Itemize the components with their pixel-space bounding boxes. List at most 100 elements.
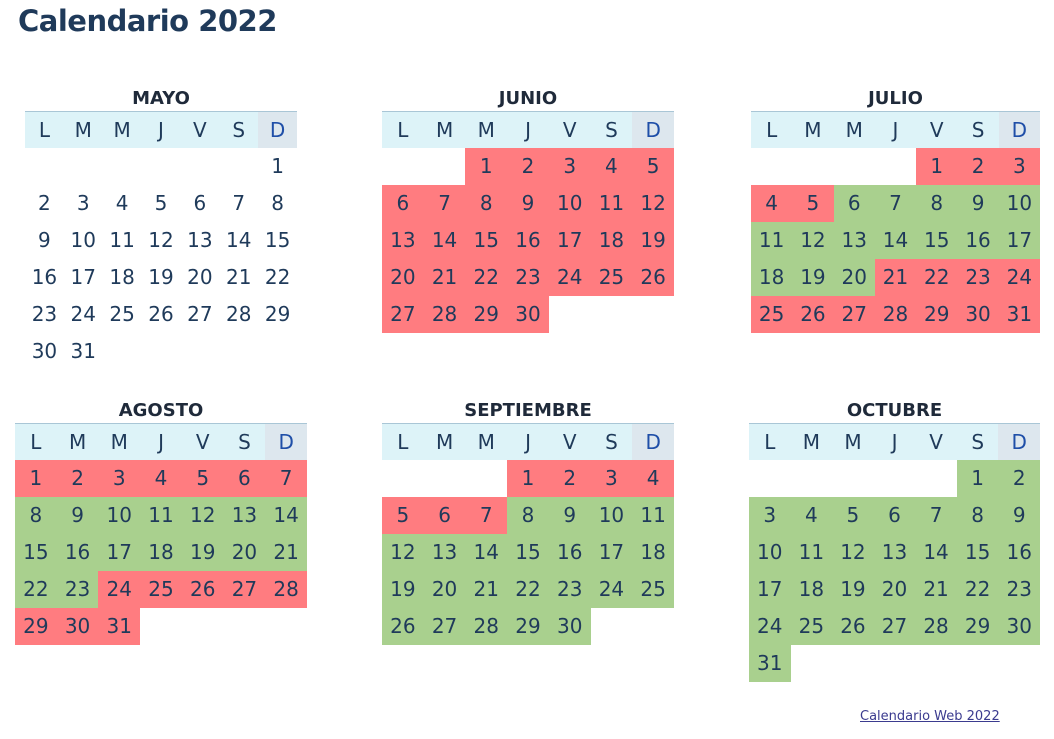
day-cell: 16 bbox=[957, 222, 999, 259]
day-cell: 18 bbox=[590, 222, 633, 259]
day-cell: 12 bbox=[148, 228, 174, 252]
day-cell: 7 bbox=[423, 185, 466, 222]
day-grid: 1 2 3 4 5 6 7 8 9 10 11 12 13 14 15 16 17 18 19 20 21 22 23 24 2… bbox=[751, 148, 1040, 333]
weekday-label: V bbox=[193, 118, 207, 142]
weekday-label: L bbox=[397, 430, 409, 454]
day-cell: 4 bbox=[115, 191, 129, 215]
day-cell: 15 bbox=[465, 222, 508, 259]
weekday-label: M bbox=[435, 430, 454, 454]
day-cell: 30 bbox=[957, 296, 999, 333]
day-cell: 27 bbox=[423, 608, 466, 645]
day-cell: 31 bbox=[749, 645, 791, 682]
day-cell: 16 bbox=[56, 534, 99, 571]
day-cell: 9 bbox=[548, 497, 591, 534]
month-name: JUNIO bbox=[498, 88, 558, 109]
weekday-label: M bbox=[113, 118, 131, 142]
day-cell: 14 bbox=[225, 228, 252, 252]
day-cell: 3 bbox=[98, 460, 141, 497]
day-cell: 22 bbox=[507, 571, 549, 608]
day-cell: 5 bbox=[632, 148, 674, 185]
day-cell: 16 bbox=[31, 265, 58, 289]
day-cell: 26 bbox=[148, 302, 174, 326]
footer-link[interactable]: Calendario Web 2022 bbox=[860, 709, 1000, 724]
day-cell: 6 bbox=[223, 460, 266, 497]
day-cell: 15 bbox=[264, 228, 291, 252]
day-cell: 15 bbox=[507, 534, 549, 571]
day-cell: 11 bbox=[632, 497, 674, 534]
day-cell: 1 bbox=[465, 148, 508, 185]
day-cell: 21 bbox=[423, 259, 466, 296]
weekday-label: M bbox=[804, 118, 822, 142]
empty-cell bbox=[64, 148, 103, 185]
day-cell: 14 bbox=[874, 222, 917, 259]
day-cell: 13 bbox=[423, 534, 466, 571]
day-cell: 9 bbox=[957, 185, 999, 222]
day-cell: 10 bbox=[548, 185, 591, 222]
day-cell: 15 bbox=[916, 222, 958, 259]
day-cell: 18 bbox=[751, 259, 793, 296]
weekday-label: S bbox=[605, 118, 618, 142]
day-cell: 17 bbox=[590, 534, 633, 571]
empty-cell bbox=[180, 148, 219, 185]
day-cell: 8 bbox=[15, 497, 57, 534]
weekday-label: D bbox=[998, 112, 1040, 148]
day-cell: 8 bbox=[916, 185, 958, 222]
empty-cell bbox=[382, 460, 424, 497]
day-cell: 14 bbox=[465, 534, 508, 571]
day-cell: 28 bbox=[465, 608, 508, 645]
day-cell: 7 bbox=[915, 497, 957, 534]
day-cell: 9 bbox=[38, 228, 51, 252]
day-cell: 21 bbox=[265, 534, 307, 571]
weekday-label: J bbox=[525, 430, 531, 454]
empty-cell bbox=[424, 460, 466, 497]
day-cell: 20 bbox=[423, 571, 466, 608]
day-cell: 29 bbox=[465, 296, 508, 333]
empty-cell bbox=[791, 460, 833, 497]
day-cell: 18 bbox=[109, 265, 135, 289]
empty-cell bbox=[834, 148, 875, 185]
month-september: SEPTIEMBRE L M M J V S D 1 2 3 4 5 6 7 8 9 10 11 12 13 14 15 16… bbox=[382, 399, 675, 645]
weekday-label: S bbox=[232, 118, 246, 142]
day-cell: 12 bbox=[181, 497, 224, 534]
weekday-label: M bbox=[844, 430, 862, 454]
weekday-label: S bbox=[971, 118, 985, 142]
day-cell: 25 bbox=[790, 608, 833, 645]
empty-cell bbox=[875, 148, 916, 185]
day-cell: 9 bbox=[507, 185, 549, 222]
day-cell: 4 bbox=[140, 460, 182, 497]
weekday-label: S bbox=[238, 430, 251, 454]
empty-cell bbox=[142, 148, 181, 185]
empty-cell bbox=[382, 148, 424, 185]
day-cell: 5 bbox=[792, 185, 834, 222]
empty-cell bbox=[103, 148, 142, 185]
day-cell: 30 bbox=[507, 296, 549, 333]
day-cell: 27 bbox=[187, 302, 213, 326]
day-cell: 21 bbox=[465, 571, 508, 608]
day-cell: 10 bbox=[590, 497, 633, 534]
day-cell: 16 bbox=[998, 534, 1040, 571]
month-name: JULIO bbox=[868, 88, 923, 109]
weekday-label: V bbox=[562, 430, 577, 454]
month-july: JULIO L M M J V S D 1 2 3 4 5 6 7 8 9 10 11 12 13 14 15 16 17 18 1… bbox=[751, 87, 1040, 333]
day-cell: 29 bbox=[264, 302, 291, 326]
empty-cell bbox=[832, 460, 874, 497]
day-cell: 24 bbox=[590, 571, 633, 608]
day-cell: 18 bbox=[790, 571, 833, 608]
day-cell: 21 bbox=[874, 259, 917, 296]
day-cell: 3 bbox=[749, 497, 791, 534]
day-cell: 17 bbox=[998, 222, 1040, 259]
day-cell: 19 bbox=[382, 571, 424, 608]
day-cell: 13 bbox=[187, 228, 213, 252]
day-cell: 10 bbox=[70, 228, 96, 252]
month-june: JUNIO L M M J V S D 1 2 3 4 5 6 7 8 9 10 11 12 13 14 15 16 17 18 1… bbox=[382, 87, 675, 333]
day-cell: 17 bbox=[548, 222, 591, 259]
empty-cell bbox=[915, 460, 957, 497]
weekday-label: S bbox=[605, 430, 618, 454]
day-cell: 27 bbox=[382, 296, 424, 333]
day-cell: 23 bbox=[56, 571, 99, 608]
day-cell: 2 bbox=[998, 460, 1040, 497]
day-cell: 26 bbox=[792, 296, 834, 333]
month-name: SEPTIEMBRE bbox=[464, 400, 592, 421]
